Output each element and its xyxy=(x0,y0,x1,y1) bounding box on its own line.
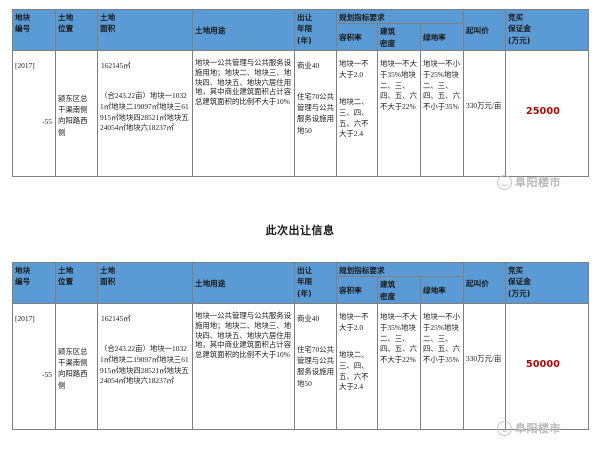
header-far: 容积率 xyxy=(336,276,378,305)
cell-usage: 地块一公共管理与公共服务设施用地；地块二、地块三、地块四、地块五、地块六居住用地… xyxy=(192,303,295,431)
green-rate-text: 地块一不小于25%地块二、三、四、五、六不小于35% xyxy=(423,312,460,365)
cell-green-rate: 地块一不小于25%地块二、三、四、五、六不小于35% xyxy=(419,303,465,431)
green-rate-text: 地块一不小于25%地块二、三、四、五、六不小于35% xyxy=(423,59,460,112)
far-plots-rest: 地块二、三、四、五、六不大于2.4 xyxy=(339,97,369,139)
cell-area: 162145㎡ （合243.22亩）地块一10321㎡地块二19097㎡地块三6… xyxy=(97,50,193,178)
area-total: 162145㎡ xyxy=(101,314,131,324)
cell-location: 颍东区总干渠南侧向阳路西侧 xyxy=(55,50,98,178)
header-green-rate: 绿地率 xyxy=(419,23,465,52)
land-table: 地块 编号 土地 位置 土地 面积 土地用途 出让 年限 xyxy=(12,8,590,178)
far-plots-rest: 地块二、三、四、五、六不大于2.4 xyxy=(339,350,369,392)
cell-plot-id: [2017] -55 xyxy=(12,303,56,431)
header-density: 建筑 密度 xyxy=(377,23,421,52)
header-area: 土地 面积 xyxy=(97,8,193,52)
table-header-row-top: 地块 编号 土地 位置 土地 面积 土地用途 出让 年限 xyxy=(12,8,590,52)
cell-area: 162145㎡ （合243.22亩）地块一10321㎡地块二19097㎡地块三6… xyxy=(97,303,193,431)
density-text: 地块一不大于35%地块二、三、四、五、六不大于22% xyxy=(380,59,417,112)
cell-start-price: 330万元/亩 xyxy=(463,50,507,178)
plot-id-bottom: -55 xyxy=(42,370,52,380)
plot-id-top: [2017] xyxy=(15,61,35,71)
land-table: 地块 编号 土地 位置 土地 面积 土地用途 出让 年限 xyxy=(12,261,590,431)
header-area: 土地 面积 xyxy=(97,261,193,305)
header-start-price: 起叫价 xyxy=(463,8,507,52)
cell-location: 颍东区总干渠南侧向阳路西侧 xyxy=(55,303,98,431)
plot-id-top: [2017] xyxy=(15,314,35,324)
cell-deposit: 50000 xyxy=(505,303,590,431)
header-deposit: 竞买 保证金 (万元) xyxy=(505,261,590,305)
cell-green-rate: 地块一不小于25%地块二、三、四、五、六不小于35% xyxy=(419,50,465,178)
header-start-price: 起叫价 xyxy=(463,261,507,305)
header-term: 出让 年限 (年) xyxy=(294,261,337,305)
header-green-rate: 绿地率 xyxy=(419,276,465,305)
header-location: 土地 位置 xyxy=(55,8,98,52)
term-residential: 住宅70公共管理与公共服务设施用地50 xyxy=(297,345,334,388)
header-location: 土地 位置 xyxy=(55,261,98,305)
area-total: 162145㎡ xyxy=(101,61,131,71)
header-term: 出让 年限 (年) xyxy=(294,8,337,52)
cell-usage: 地块一公共管理与公共服务设施用地；地块二、地块三、地块四、地块五、地块六居住用地… xyxy=(192,50,295,178)
plot-id-bottom: -55 xyxy=(42,117,52,127)
location-text: 颍东区总干渠南侧向阳路西侧 xyxy=(58,347,88,390)
header-plot-id: 地块 编号 xyxy=(12,8,56,52)
table-header-row-top: 地块 编号 土地 位置 土地 面积 土地用途 出让 年限 xyxy=(12,261,590,305)
land-listing-table-two: 地块 编号 土地 位置 土地 面积 土地用途 出让 年限 xyxy=(12,261,590,431)
header-far: 容积率 xyxy=(336,23,378,52)
term-commercial: 商业40 xyxy=(297,61,320,71)
cell-start-price: 330万元/亩 xyxy=(463,303,507,431)
table-row: [2017] -55 颍东区总干渠南侧向阳路西侧 162145㎡ （合243.2… xyxy=(12,50,590,178)
table-header-row-bottom: 容积率 建筑 密度 绿地率 xyxy=(13,276,589,305)
cell-density: 地块一不大于35%地块二、三、四、五、六不大于22% xyxy=(377,303,421,431)
cell-term: 商业40 住宅70公共管理与公共服务设施用地50 xyxy=(294,50,337,178)
start-price-text: 330万元/亩 xyxy=(466,101,502,111)
area-breakdown: （合243.22亩）地块一10321㎡地块二19097㎡地块三61915㎡地块四… xyxy=(100,344,189,386)
header-usage: 土地用途 xyxy=(192,8,295,52)
cell-deposit: 25000 xyxy=(505,50,590,178)
term-commercial: 商业40 xyxy=(297,314,320,324)
cell-far: 地块一不大于2.0 地块二、三、四、五、六不大于2.4 xyxy=(336,50,378,178)
far-plot-one: 地块一不大于2.0 xyxy=(339,59,369,79)
header-deposit: 竞买 保证金 (万元) xyxy=(505,8,590,52)
cell-term: 商业40 住宅70公共管理与公共服务设施用地50 xyxy=(294,303,337,431)
table-header-row-bottom: 容积率 建筑 密度 绿地率 xyxy=(13,23,589,52)
far-plot-one: 地块一不大于2.0 xyxy=(339,312,369,332)
header-indicators-group: 规划指标要求 xyxy=(335,8,465,25)
area-breakdown: （合243.22亩）地块一10321㎡地块二19097㎡地块三61915㎡地块四… xyxy=(100,91,189,133)
start-price-text: 330万元/亩 xyxy=(466,354,502,364)
cell-plot-id: [2017] -55 xyxy=(12,50,56,178)
header-indicators-group: 规划指标要求 xyxy=(335,261,465,278)
location-text: 颍东区总干渠南侧向阳路西侧 xyxy=(58,94,88,137)
term-residential: 住宅70公共管理与公共服务设施用地50 xyxy=(297,92,334,135)
table-row: [2017] -55 颍东区总干渠南侧向阳路西侧 162145㎡ （合243.2… xyxy=(12,303,590,431)
section-title: 此次出让信息 xyxy=(265,224,335,237)
cell-far: 地块一不大于2.0 地块二、三、四、五、六不大于2.4 xyxy=(336,303,378,431)
density-text: 地块一不大于35%地块二、三、四、五、六不大于22% xyxy=(380,312,417,365)
land-listing-table-one: 地块 编号 土地 位置 土地 面积 土地用途 出让 年限 xyxy=(12,8,590,178)
header-density: 建筑 密度 xyxy=(377,276,421,305)
deposit-amount: 25000 xyxy=(526,106,561,118)
header-usage: 土地用途 xyxy=(192,261,295,305)
cell-density: 地块一不大于35%地块二、三、四、五、六不大于22% xyxy=(377,50,421,178)
header-plot-id: 地块 编号 xyxy=(12,261,56,305)
deposit-amount: 50000 xyxy=(526,359,561,371)
